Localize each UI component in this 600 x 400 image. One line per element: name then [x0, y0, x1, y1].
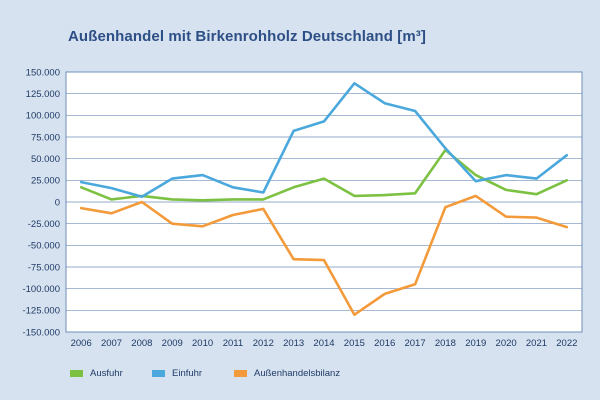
x-tick-label: 2009 — [162, 338, 183, 349]
x-tick-label: 2014 — [313, 338, 334, 349]
x-tick-label: 2017 — [404, 338, 425, 349]
legend-label: Ausfuhr — [90, 368, 123, 379]
y-tick-label: 50.000 — [31, 154, 60, 165]
x-tick-label: 2011 — [223, 338, 243, 349]
x-tick-label: 2012 — [253, 338, 274, 349]
legend-item-aussenhandelsbilanz: Außenhandelsbilanz — [234, 368, 394, 379]
x-tick-label: 2019 — [465, 338, 486, 349]
x-tick-label: 2010 — [192, 338, 213, 349]
series-lines — [79, 82, 569, 317]
y-axis-ticks: 150.000 125.000 100.000 75.000 50.000 25.000 0… — [22, 67, 60, 338]
y-tick-label: 25.000 — [31, 176, 60, 187]
legend-label: Außenhandelsbilanz — [254, 368, 341, 379]
x-tick-label: 2015 — [344, 338, 365, 349]
y-tick-label: -100.000 — [22, 284, 60, 295]
legend-swatch — [70, 370, 83, 377]
legend-item-einfuhr: Einfuhr — [152, 368, 234, 379]
legend-item-ausfuhr: Ausfuhr — [70, 368, 152, 379]
chart-title: Außenhandel mit Birkenrohholz Deutschlan… — [68, 28, 426, 45]
x-axis-ticks: 2006 2007 2008 2009 2010 2011 2012 2013 2014 2015… — [71, 338, 578, 349]
gridlines — [66, 93, 582, 311]
x-tick-label: 2022 — [556, 338, 577, 349]
legend: Ausfuhr Einfuhr Außenhandelsbilanz — [70, 368, 394, 379]
x-tick-label: 2013 — [283, 338, 304, 349]
x-tick-label: 2006 — [71, 338, 92, 349]
y-tick-label: -25.000 — [28, 219, 60, 230]
y-tick-label: -125.000 — [22, 306, 60, 317]
y-tick-label: 75.000 — [31, 132, 60, 143]
x-tick-label: 2020 — [496, 338, 517, 349]
y-tick-label: -150.000 — [22, 327, 60, 338]
series-line-einfuhr — [79, 82, 569, 199]
x-tick-label: 2016 — [374, 338, 395, 349]
x-tick-label: 2007 — [101, 338, 122, 349]
y-tick-label: 0 — [55, 197, 60, 208]
x-tick-label: 2021 — [526, 338, 547, 349]
x-tick-label: 2018 — [435, 338, 456, 349]
y-tick-label: -50.000 — [28, 241, 60, 252]
series-line-außenhandelsbilanz — [79, 194, 569, 317]
x-tick-label: 2008 — [131, 338, 152, 349]
y-tick-label: 100.000 — [26, 111, 60, 122]
legend-swatch — [234, 370, 247, 377]
y-tick-label: 125.000 — [26, 89, 60, 100]
legend-label: Einfuhr — [172, 368, 203, 379]
y-tick-label: 150.000 — [26, 67, 60, 78]
legend-swatch — [152, 370, 165, 377]
y-tick-label: -75.000 — [28, 262, 60, 273]
